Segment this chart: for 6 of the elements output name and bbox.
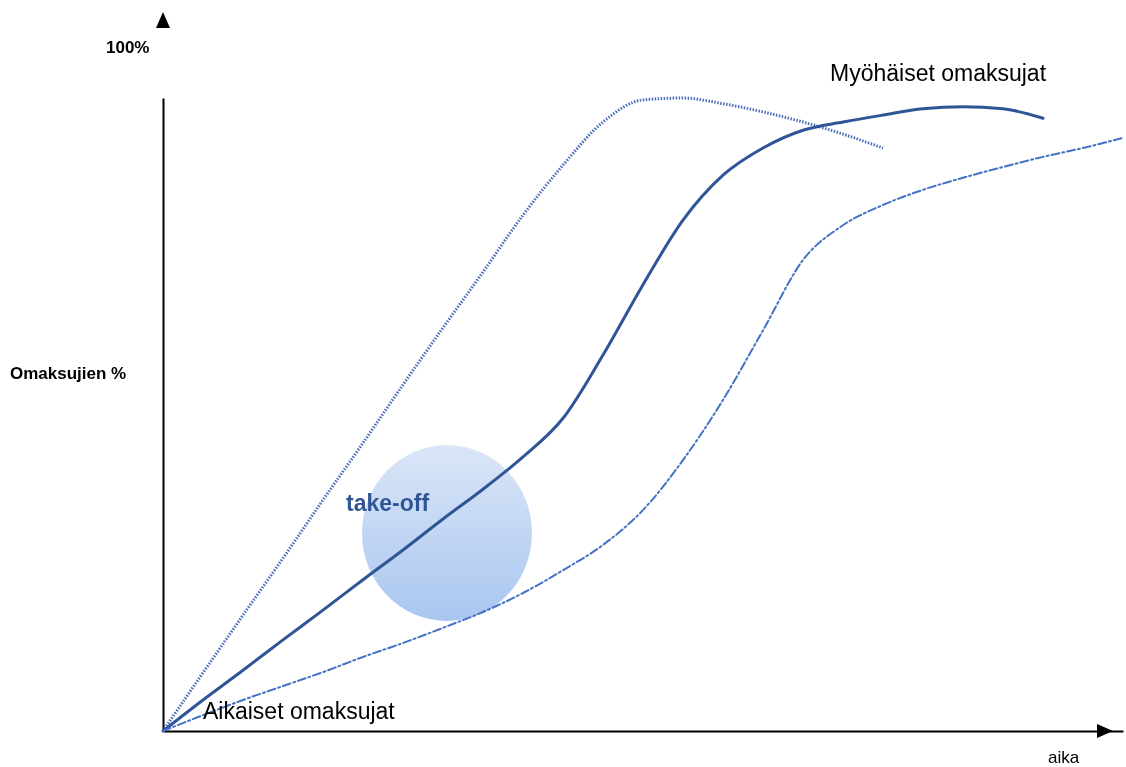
text: 100% <box>106 38 150 58</box>
x-axis-title: aika <box>1048 748 1080 767</box>
annotation: Aikaiset omaksujat <box>203 698 395 725</box>
y-axis-title: Omaksujien % <box>10 364 127 384</box>
text: Myöhäiset omaksujat <box>830 60 1047 87</box>
annotation: take-off <box>346 490 430 517</box>
